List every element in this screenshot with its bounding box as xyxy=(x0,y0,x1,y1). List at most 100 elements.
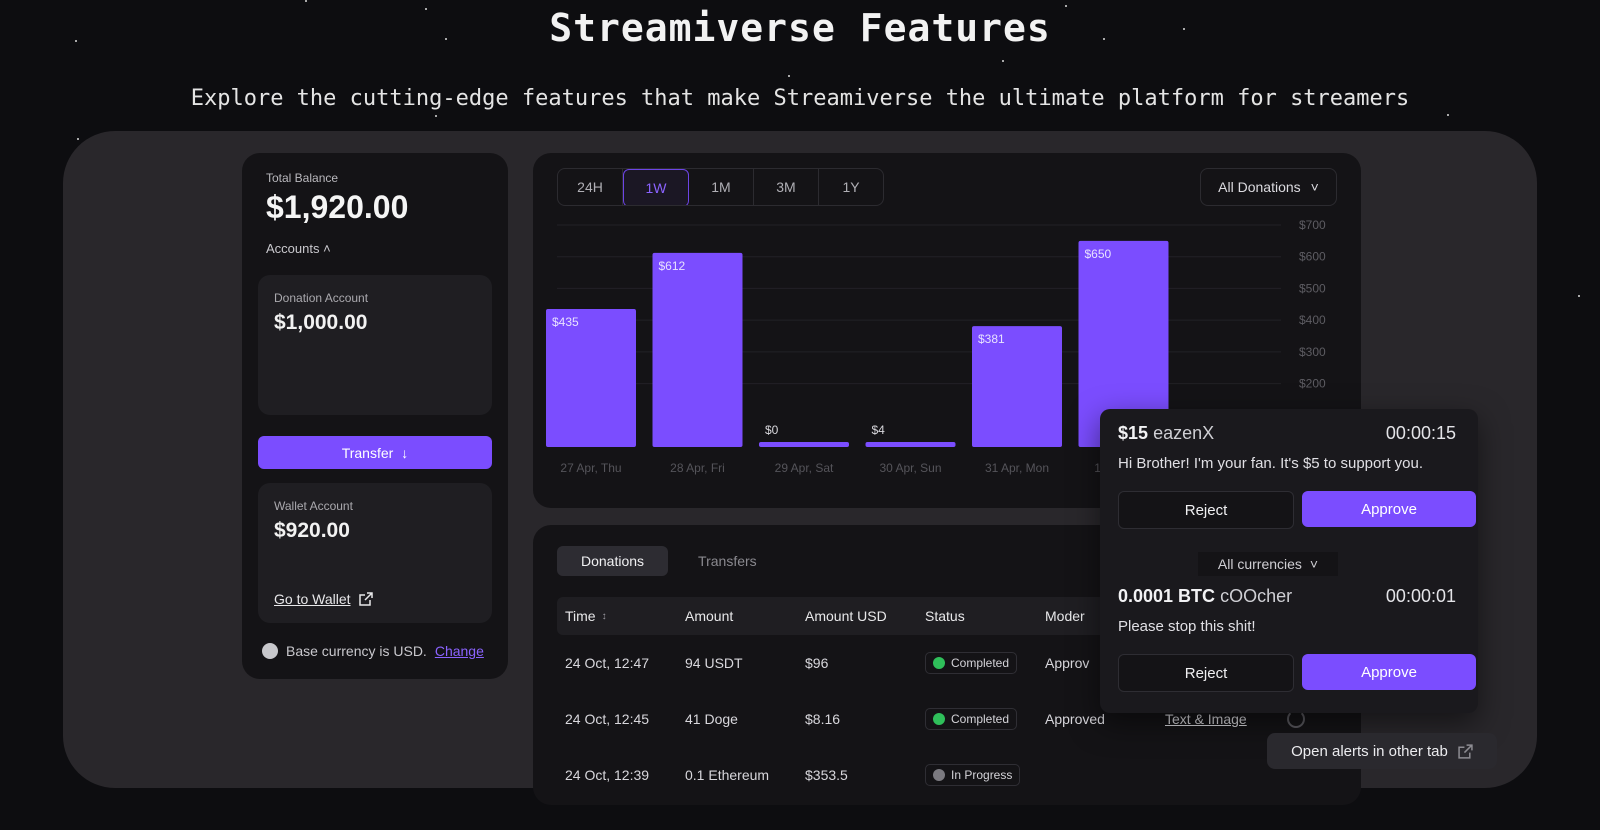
row-status: Completed xyxy=(925,699,1018,739)
range-tab-1w[interactable]: 1W xyxy=(623,169,689,205)
currency-filter-label: All currencies xyxy=(1217,556,1302,572)
status-text: In Progress xyxy=(951,768,1013,782)
table-row[interactable]: 24 Oct, 12:39 0.1 Ethereum $353.5 In Pro… xyxy=(557,755,1337,795)
chart-bar[interactable] xyxy=(759,442,849,447)
base-currency-text: Base currency is USD. xyxy=(286,643,427,659)
row-amount-usd: $96 xyxy=(805,655,829,671)
alert-message: Please stop this shit! xyxy=(1118,618,1256,635)
star-decoration xyxy=(1065,5,1067,7)
open-alerts-button[interactable]: Open alerts in other tab xyxy=(1267,733,1497,769)
column-header-amount: Amount xyxy=(685,608,734,624)
currency-filter-dropdown[interactable]: All currencies ˅ xyxy=(1198,552,1338,576)
x-tick-label: 31 Apr, Mon xyxy=(985,461,1049,475)
go-to-wallet-label: Go to Wallet xyxy=(274,591,351,607)
range-tab-1y[interactable]: 1Y xyxy=(842,179,860,195)
transfer-button-label: Transfer xyxy=(341,444,394,461)
accounts-label: Accounts xyxy=(266,241,320,256)
loading-spinner-icon xyxy=(1287,699,1305,739)
clock-icon xyxy=(933,769,945,781)
star-decoration xyxy=(1103,38,1105,40)
chevron-up-icon: ˄ xyxy=(323,241,331,256)
row-status: In Progress xyxy=(925,755,1021,795)
range-tab-1m[interactable]: 1M xyxy=(689,169,754,205)
table-row[interactable]: 24 Oct, 12:47 94 USDT $96 Completed Appr… xyxy=(557,643,1337,683)
column-header-amount-usd: Amount USD xyxy=(805,608,887,624)
alert-username: cOOcher xyxy=(1220,586,1293,606)
arrow-down-icon: ↓ xyxy=(401,444,409,461)
row-moderation: Approved xyxy=(1045,711,1105,727)
open-alerts-label: Open alerts in other tab xyxy=(1291,742,1448,760)
donation-filter-dropdown[interactable]: All Donations ˅ xyxy=(1200,168,1337,206)
star-decoration xyxy=(305,0,307,2)
chart-bar[interactable] xyxy=(652,252,743,447)
chart-bar[interactable] xyxy=(865,442,956,447)
approve-button[interactable]: Approve xyxy=(1302,654,1476,690)
star-decoration xyxy=(1447,114,1449,116)
star-decoration xyxy=(77,138,79,140)
alert-username: eazenX xyxy=(1153,423,1215,443)
alert-timer: 00:00:01 xyxy=(1385,586,1456,606)
base-currency-note: Base currency is USD. Change xyxy=(262,643,484,659)
x-tick-label: 28 Apr, Fri xyxy=(670,461,725,475)
bar-data-label: $612 xyxy=(659,259,686,273)
star-decoration xyxy=(75,40,77,42)
y-tick-label: $500 xyxy=(1299,281,1326,295)
wallet-account-card: Wallet Account $920.00 Go to Wallet xyxy=(258,483,492,623)
row-amount: 41 Doge xyxy=(685,711,738,727)
row-status: Completed xyxy=(925,643,1018,683)
status-badge: Completed xyxy=(925,708,1018,730)
chevron-down-icon: ˅ xyxy=(1310,179,1319,195)
tab-transfers[interactable]: Transfers xyxy=(698,553,757,569)
bar-data-label: $381 xyxy=(978,332,1005,346)
range-tab-24h[interactable]: 24H xyxy=(558,169,623,205)
bar-data-label: $435 xyxy=(552,315,579,329)
accounts-toggle[interactable]: Accounts ˄ xyxy=(266,241,331,256)
external-link-icon xyxy=(1458,743,1473,759)
y-tick-label: $400 xyxy=(1299,313,1326,327)
reject-button[interactable]: Reject xyxy=(1118,491,1294,529)
alert-amount: 0.0001 BTC cOOcher xyxy=(1118,586,1292,607)
alert-amount: $15 eazenX xyxy=(1118,423,1214,444)
x-tick-label: 30 Apr, Sun xyxy=(879,461,941,475)
star-decoration xyxy=(1578,295,1580,297)
row-amount: 0.1 Ethereum xyxy=(685,767,770,783)
wallet-panel: Total Balance $1,920.00 Accounts ˄ Donat… xyxy=(242,153,508,679)
star-decoration xyxy=(1183,28,1185,30)
bar-data-label: $4 xyxy=(872,423,886,437)
status-text: Completed xyxy=(951,656,1010,670)
bar-data-label: $0 xyxy=(765,423,779,437)
row-time: 24 Oct, 12:45 xyxy=(565,711,650,727)
transfer-button[interactable]: Transfer ↓ xyxy=(258,436,492,469)
check-circle-icon xyxy=(933,713,945,725)
y-tick-label: $300 xyxy=(1299,345,1326,359)
chart-bar[interactable] xyxy=(1078,240,1169,447)
us-flag-icon xyxy=(262,643,278,659)
total-balance-label: Total Balance xyxy=(266,171,339,185)
range-tab-3m[interactable]: 3M xyxy=(754,169,819,205)
change-currency-link[interactable]: Change xyxy=(434,643,484,659)
reject-button[interactable]: Reject xyxy=(1118,654,1294,692)
alert-timer: 00:00:15 xyxy=(1385,423,1456,443)
donation-account-card: Donation Account $1,000.00 xyxy=(258,275,492,415)
row-amount-usd: $8.16 xyxy=(805,711,841,727)
table-row[interactable]: 24 Oct, 12:45 41 Doge $8.16 Completed Ap… xyxy=(557,699,1337,739)
check-circle-icon xyxy=(933,657,945,669)
total-balance-value: $1,920.00 xyxy=(266,189,409,225)
chart-bar[interactable] xyxy=(546,309,636,447)
row-moderation: Approv xyxy=(1045,655,1090,671)
star-decoration xyxy=(445,38,447,40)
approve-button[interactable]: Approve xyxy=(1302,491,1476,527)
row-type-link[interactable]: Text & Image xyxy=(1165,711,1247,727)
donation-account-label: Donation Account xyxy=(274,291,369,305)
y-tick-label: $700 xyxy=(1299,218,1326,232)
column-header-time[interactable]: Time ↕ xyxy=(565,597,607,635)
sort-icon: ↕ xyxy=(601,610,607,622)
tab-donations[interactable]: Donations xyxy=(557,546,669,576)
go-to-wallet-link[interactable]: Go to Wallet xyxy=(274,591,373,607)
star-decoration xyxy=(788,75,790,77)
donation-account-value: $1,000.00 xyxy=(274,311,368,334)
status-badge: In Progress xyxy=(925,764,1021,786)
column-header-status: Status xyxy=(925,608,965,624)
star-decoration xyxy=(435,115,437,117)
chart-bar[interactable] xyxy=(972,326,1062,447)
